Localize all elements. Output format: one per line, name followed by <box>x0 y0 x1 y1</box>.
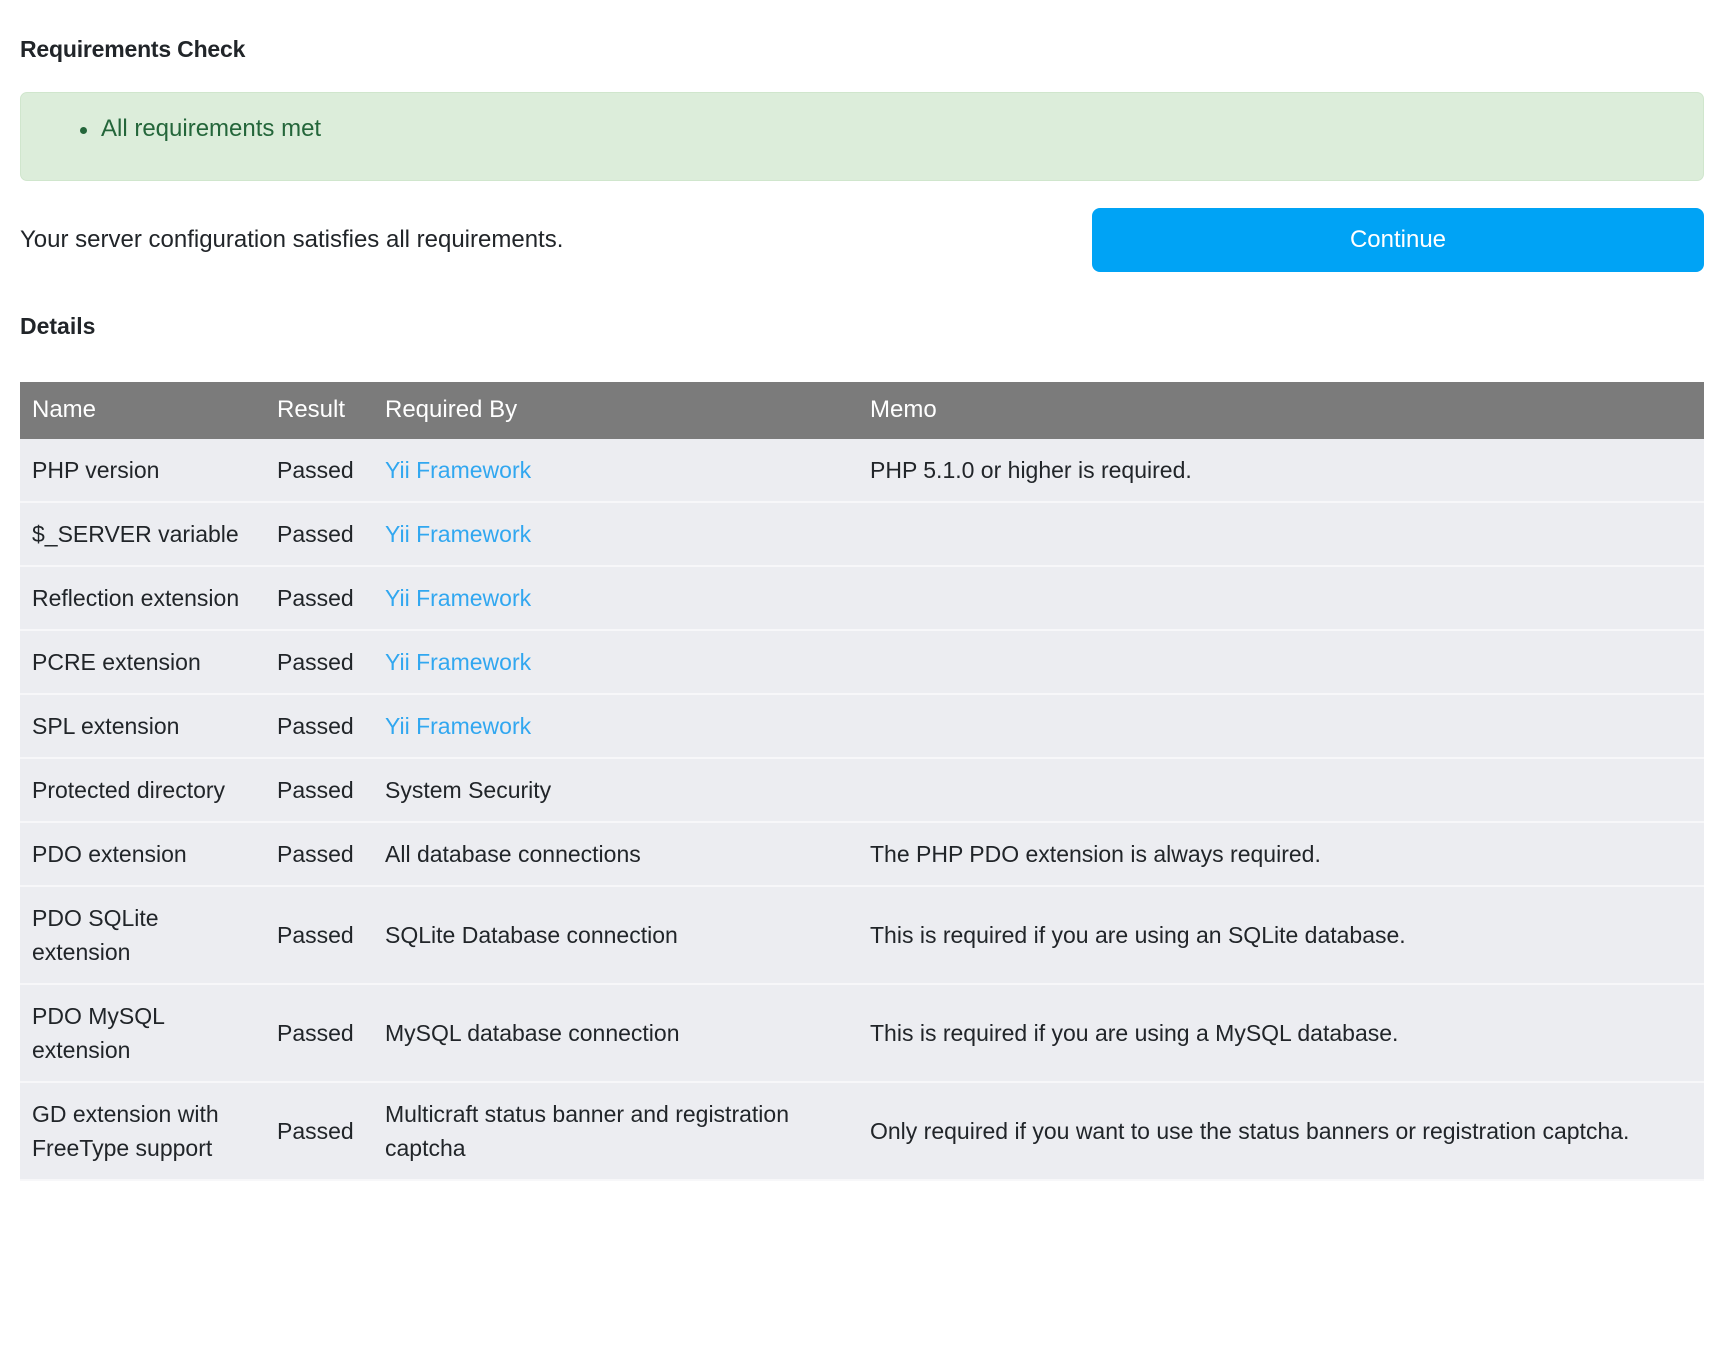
required-by-link[interactable]: Yii Framework <box>385 585 532 611</box>
cell-required-by: MySQL database connection <box>373 983 858 1083</box>
details-heading: Details <box>20 313 96 339</box>
status-badge-passed: Passed <box>265 501 373 567</box>
status-badge-passed: Passed <box>265 629 373 695</box>
cell-requirement-name: Reflection extension <box>20 565 265 631</box>
success-alert: All requirements met <box>20 92 1704 181</box>
required-by-text: SQLite Database connection <box>385 922 678 948</box>
cell-memo: This is required if you are using an SQL… <box>858 885 1704 985</box>
table-row: SPL extension Passed Yii Framework <box>20 693 1704 759</box>
required-by-link[interactable]: Yii Framework <box>385 457 532 483</box>
table-row: Protected directory Passed System Security <box>20 757 1704 823</box>
required-by-text: MySQL database connection <box>385 1020 680 1046</box>
table-row: GD extension with FreeType support Passed… <box>20 1081 1704 1181</box>
continue-button[interactable]: Continue <box>1092 208 1704 272</box>
column-header-name: Name <box>20 382 265 439</box>
cell-requirement-name: PCRE extension <box>20 629 265 695</box>
cell-requirement-name: PDO extension <box>20 821 265 887</box>
cell-memo <box>858 501 1704 567</box>
status-badge-passed: Passed <box>265 565 373 631</box>
status-badge-passed: Passed <box>265 693 373 759</box>
cell-requirement-name: SPL extension <box>20 693 265 759</box>
page-title: Requirements Check <box>20 36 246 62</box>
summary-text: Your server configuration satisfies all … <box>20 226 564 253</box>
column-header-result: Result <box>265 382 373 439</box>
cell-memo: Only required if you want to use the sta… <box>858 1081 1704 1181</box>
cell-required-by: Yii Framework <box>373 629 858 695</box>
column-header-required-by: Required By <box>373 382 858 439</box>
status-badge-passed: Passed <box>265 1081 373 1181</box>
alert-item: All requirements met <box>80 113 1703 145</box>
table-row: PDO MySQL extension Passed MySQL database … <box>20 983 1704 1083</box>
cell-memo: The PHP PDO extension is always required… <box>858 821 1704 887</box>
cell-required-by: Yii Framework <box>373 565 858 631</box>
table-row: PDO extension Passed All database connecti… <box>20 821 1704 887</box>
cell-requirement-name: PHP version <box>20 439 265 503</box>
requirements-check-page: Requirements Check All requirements met … <box>20 36 1704 1181</box>
cell-requirement-name: PDO MySQL extension <box>20 983 265 1083</box>
table-header: Name Result Required By Memo <box>20 382 1704 439</box>
required-by-link[interactable]: Yii Framework <box>385 713 532 739</box>
status-badge-passed: Passed <box>265 757 373 823</box>
cell-required-by: Yii Framework <box>373 439 858 503</box>
cell-requirement-name: $_SERVER variable <box>20 501 265 567</box>
table-body: PHP version Passed Yii Framework PHP 5.1.0 … <box>20 439 1704 1181</box>
table-header-row: Name Result Required By Memo <box>20 382 1704 439</box>
column-header-memo: Memo <box>858 382 1704 439</box>
table-row: Reflection extension Passed Yii Framework <box>20 565 1704 631</box>
status-badge-passed: Passed <box>265 983 373 1083</box>
requirements-table: Name Result Required By Memo PHP version… <box>20 382 1704 1181</box>
required-by-text: All database connections <box>385 841 641 867</box>
cell-memo: PHP 5.1.0 or higher is required. <box>858 439 1704 503</box>
required-by-text: System Security <box>385 777 552 803</box>
status-badge-passed: Passed <box>265 439 373 503</box>
status-badge-passed: Passed <box>265 821 373 887</box>
summary-row: Your server configuration satisfies all … <box>20 208 1704 272</box>
table-row: PCRE extension Passed Yii Framework <box>20 629 1704 695</box>
cell-requirement-name: GD extension with FreeType support <box>20 1081 265 1181</box>
cell-required-by: Yii Framework <box>373 693 858 759</box>
cell-memo <box>858 693 1704 759</box>
cell-memo <box>858 629 1704 695</box>
cell-memo <box>858 757 1704 823</box>
required-by-link[interactable]: Yii Framework <box>385 521 532 547</box>
status-badge-passed: Passed <box>265 885 373 985</box>
cell-requirement-name: Protected directory <box>20 757 265 823</box>
table-row: PDO SQLite extension Passed SQLite Databas… <box>20 885 1704 985</box>
required-by-text: Multicraft status banner and registratio… <box>385 1101 789 1161</box>
cell-required-by: SQLite Database connection <box>373 885 858 985</box>
required-by-link[interactable]: Yii Framework <box>385 649 532 675</box>
cell-required-by: Yii Framework <box>373 501 858 567</box>
cell-required-by: Multicraft status banner and registratio… <box>373 1081 858 1181</box>
cell-required-by: All database connections <box>373 821 858 887</box>
table-row: PHP version Passed Yii Framework PHP 5.1.0 … <box>20 439 1704 503</box>
alert-item-list: All requirements met <box>21 113 1703 145</box>
table-row: $_SERVER variable Passed Yii Framework <box>20 501 1704 567</box>
cell-required-by: System Security <box>373 757 858 823</box>
cell-memo <box>858 565 1704 631</box>
cell-requirement-name: PDO SQLite extension <box>20 885 265 985</box>
cell-memo: This is required if you are using a MySQ… <box>858 983 1704 1083</box>
